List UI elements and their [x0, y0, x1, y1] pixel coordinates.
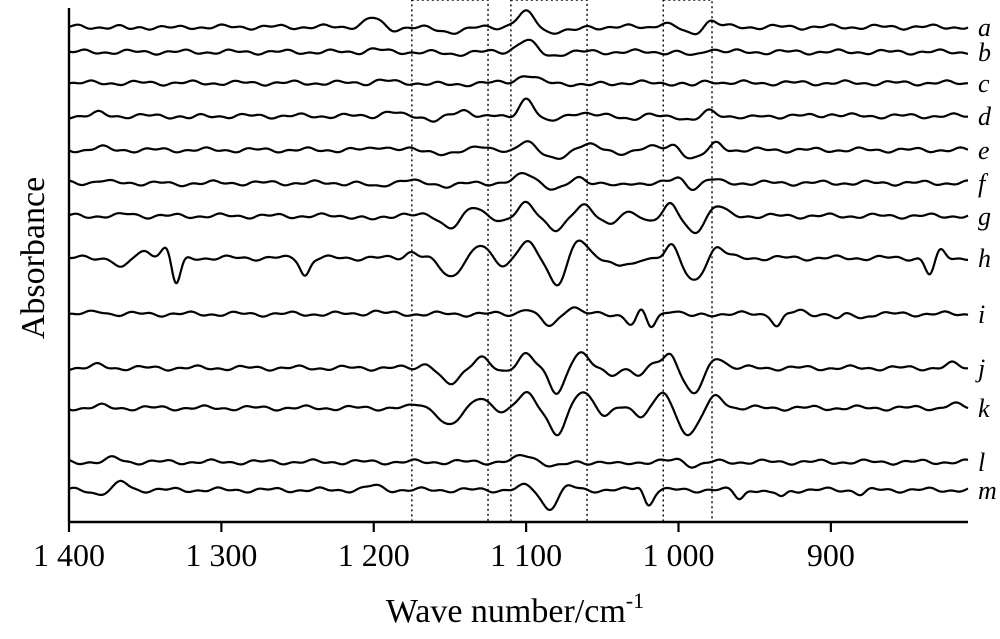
series-label-m: m [978, 476, 997, 505]
trace-h [68, 239, 969, 287]
trace-g [68, 200, 969, 235]
x-tick-label-1200: 1 200 [338, 537, 410, 573]
x-axis-title-superscript: -1 [626, 588, 644, 613]
series-label-d: d [978, 102, 992, 131]
highlight-region-2 [510, 0, 588, 523]
highlight-region-3 [662, 0, 713, 523]
trace-f [68, 172, 969, 191]
trace-l [68, 454, 969, 469]
series-label-h: h [978, 244, 991, 273]
axes [67, 8, 968, 524]
trace-c [68, 75, 969, 88]
trace-i [68, 306, 969, 329]
series-label-a: a [978, 13, 991, 42]
highlight-regions [411, 0, 713, 523]
y-axis-title: Absorbance [15, 177, 52, 339]
trace-m [68, 479, 969, 511]
x-axis-title: Wave number/cm-1 [386, 588, 644, 630]
series-label-e: e [978, 136, 990, 165]
x-ticks: 1 400 1 300 1 200 1 100 1 000 900 [33, 522, 855, 573]
series-label-g: g [978, 202, 991, 231]
series-label-l: l [978, 448, 985, 477]
series-label-c: c [978, 69, 990, 98]
x-tick-label-1000: 1 000 [642, 537, 714, 573]
trace-b [68, 38, 969, 57]
series-label-b: b [978, 38, 991, 67]
highlight-region-1 [411, 0, 489, 523]
series-label-i: i [978, 300, 985, 329]
trace-e [68, 140, 969, 160]
x-tick-label-1300: 1 300 [185, 537, 257, 573]
series-label-f: f [978, 169, 989, 198]
spectra-traces [68, 9, 969, 511]
x-tick-label-900: 900 [807, 537, 855, 573]
trace-j [68, 351, 969, 395]
x-tick-label-1100: 1 100 [490, 537, 562, 573]
trace-a [68, 9, 969, 36]
x-axis-title-main: Wave number/cm [386, 593, 626, 630]
series-label-k: k [978, 394, 990, 423]
trace-d [68, 97, 969, 123]
series-label-j: j [975, 354, 985, 383]
trace-k [68, 391, 969, 437]
x-tick-label-1400: 1 400 [33, 537, 105, 573]
